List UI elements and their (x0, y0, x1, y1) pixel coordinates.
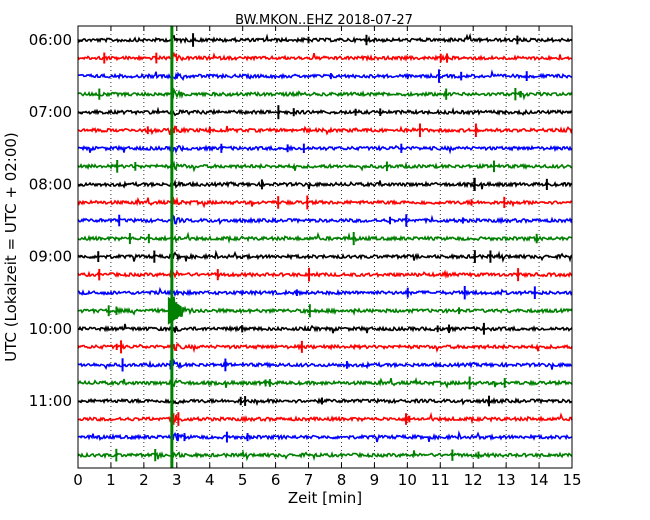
x-tick-label: 6 (271, 471, 281, 489)
x-tick-label: 9 (370, 471, 380, 489)
seismic-trace (77, 343, 573, 354)
x-tick-label: 13 (497, 471, 516, 489)
seismic-trace (77, 231, 573, 244)
x-tick-label: 5 (238, 471, 248, 489)
x-axis-label: Zeit [min] (288, 489, 362, 507)
seismic-trace (77, 411, 573, 425)
seismic-trace (77, 196, 573, 209)
event-burst (167, 296, 182, 325)
x-tick-label: 0 (73, 471, 83, 489)
x-tick-label: 7 (304, 471, 314, 489)
x-tick-label: 3 (172, 471, 182, 489)
x-tick-label: 12 (464, 471, 483, 489)
seismic-trace (77, 323, 573, 334)
seismic-trace (77, 376, 573, 389)
x-tick-label: 11 (431, 471, 450, 489)
seismic-trace (77, 430, 573, 443)
x-tick-label: 2 (139, 471, 149, 489)
seismic-trace (77, 213, 573, 226)
axis-ticks: 0 1 2 3 4 5 6 7 8 9 10 11 12 13 14 1506:0007:0008:0009:… (29, 26, 582, 489)
seismic-trace (77, 51, 573, 63)
seismic-trace (77, 269, 573, 279)
event-marker-group (167, 26, 182, 468)
seismic-trace (77, 87, 573, 101)
x-tick-label: 1 (106, 471, 116, 489)
grid (110, 26, 540, 468)
y-tick-label: 08:00 (29, 175, 72, 193)
seismic-trace (77, 296, 573, 319)
y-tick-label: 10:00 (29, 320, 72, 338)
x-tick-label: 15 (562, 471, 581, 489)
seismic-trace (77, 32, 573, 45)
x-tick-label: 10 (398, 471, 417, 489)
seismic-trace (77, 159, 573, 173)
seismic-trace (77, 106, 573, 117)
y-tick-label: 07:00 (29, 103, 72, 121)
seismic-trace (77, 69, 572, 81)
trace-group (77, 32, 573, 462)
chart-title: BW.MKON..EHZ 2018-07-27 (235, 13, 413, 28)
seismic-trace (77, 125, 573, 136)
seismic-trace (77, 449, 573, 462)
y-tick-label: 11:00 (29, 392, 72, 410)
plot-frame (77, 25, 573, 469)
x-tick-label: 4 (205, 471, 215, 489)
y-tick-label: 06:00 (29, 31, 72, 49)
y-tick-label: 09:00 (29, 248, 72, 266)
seismic-trace (77, 144, 573, 155)
y-axis-label: UTC (Lokalzeit = UTC + 02:00) (2, 132, 20, 362)
seismic-trace (77, 179, 573, 190)
x-tick-label: 8 (337, 471, 347, 489)
seismic-trace (77, 286, 573, 298)
x-tick-label: 14 (530, 471, 549, 489)
seismic-trace (77, 358, 573, 370)
